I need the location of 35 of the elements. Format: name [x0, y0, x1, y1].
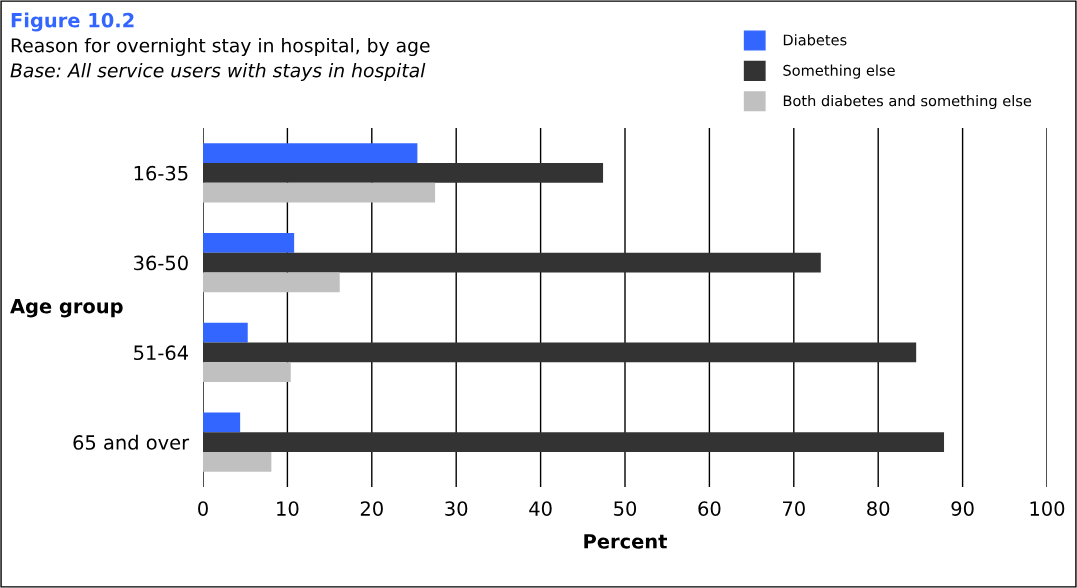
bar: [203, 452, 272, 472]
bar: [203, 272, 340, 293]
chart-subtitle: Reason for overnight stay in hospital, by age: [11, 37, 430, 57]
x-axis-title: Percent: [584, 534, 667, 549]
legend-label: Diabetes: [783, 34, 847, 46]
y-tick-label: 16-35: [134, 165, 188, 181]
bar: [203, 432, 945, 452]
x-tick-label: 20: [360, 501, 383, 516]
bar: [203, 143, 418, 163]
bar: [203, 342, 917, 363]
y-tick-label: 36-50: [134, 255, 188, 271]
bar: [203, 233, 295, 253]
bar: [203, 322, 248, 343]
x-tick-label: 90: [951, 501, 974, 516]
x-tick-label: 10: [277, 501, 299, 516]
legend-label: Both diabetes and something else: [783, 95, 1032, 110]
bar: [203, 163, 604, 183]
y-tick-label: 65 and over: [73, 434, 190, 450]
text: Base: All service users with stays in hospital: [10, 62, 426, 82]
x-tick-label: 70: [783, 501, 805, 516]
x-tick-label: 30: [445, 501, 468, 516]
x-tick-label: 40: [529, 501, 552, 516]
x-tick-label: 0: [198, 501, 208, 516]
bar: [203, 362, 291, 382]
x-tick-label: 50: [614, 501, 637, 516]
y-axis-title: Age group: [10, 299, 123, 318]
bar: [203, 252, 821, 273]
x-tick-label: 100: [1030, 501, 1065, 516]
legend-label: Something else: [783, 64, 895, 79]
x-tick-label: 80: [867, 501, 890, 516]
x-tick-label: 60: [698, 501, 721, 516]
chart-title: Figure 10.2: [11, 12, 134, 32]
bar: [203, 412, 241, 433]
y-tick-label: 51-64: [134, 345, 189, 361]
bar: [203, 182, 436, 203]
